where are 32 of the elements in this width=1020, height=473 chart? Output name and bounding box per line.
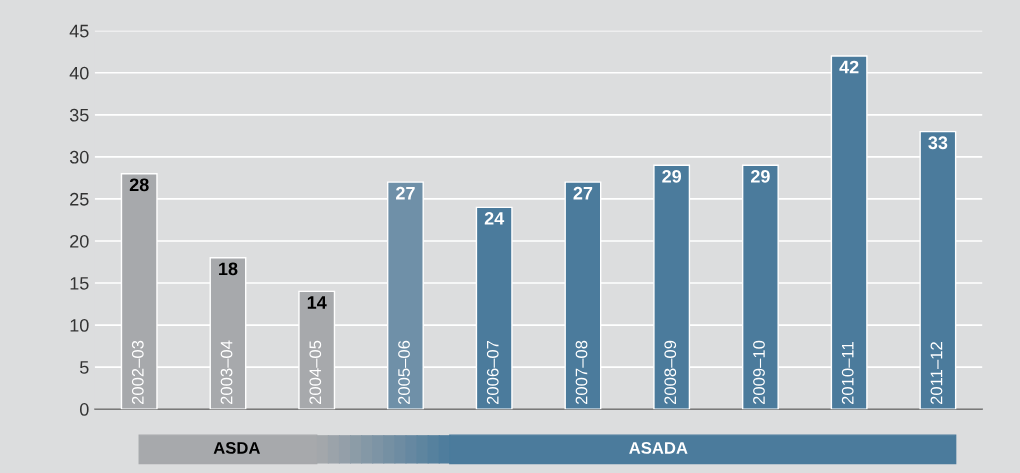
y-tick-label: 25	[70, 192, 89, 206]
text: ASDA	[213, 442, 261, 454]
x-tick-label: 2007–08	[575, 340, 588, 405]
x-tick-label: 2004–05	[309, 340, 322, 405]
x-tick-label: 2002–03	[131, 340, 144, 405]
data-label: 42	[839, 60, 859, 74]
data-label: 14	[307, 296, 327, 309]
y-tick-label: 35	[69, 108, 89, 122]
data-label: 29	[751, 169, 770, 183]
y-tick-label: 20	[70, 234, 89, 248]
x-tick-label: 2011–12	[930, 342, 943, 405]
y-tick-label: 45	[69, 24, 89, 38]
y-tick-label: 0	[79, 403, 89, 416]
y-tick-label: 10	[70, 318, 89, 332]
y-tick-label: 30	[69, 150, 89, 164]
x-tick-label: 2006–07	[486, 340, 499, 405]
x-tick-label: 2003–04	[220, 340, 233, 405]
data-label: 18	[219, 262, 238, 276]
data-label: 28	[129, 178, 149, 192]
y-tick-label: 15	[70, 277, 89, 290]
x-tick-label: 2008–09	[664, 340, 677, 405]
y-tick-label: 40	[69, 66, 89, 80]
text: ASADA	[629, 442, 688, 454]
x-tick-label: 2005–06	[398, 340, 410, 405]
data-label: 33	[928, 136, 948, 150]
data-label: 24	[484, 212, 505, 225]
data-label: 29	[662, 169, 682, 183]
x-tick-label: 2009–10	[753, 340, 765, 405]
y-tick-label: 5	[79, 361, 89, 374]
data-label: 27	[573, 186, 593, 200]
x-tick-label: 2010–11	[841, 342, 854, 405]
data-label: 27	[396, 186, 415, 200]
